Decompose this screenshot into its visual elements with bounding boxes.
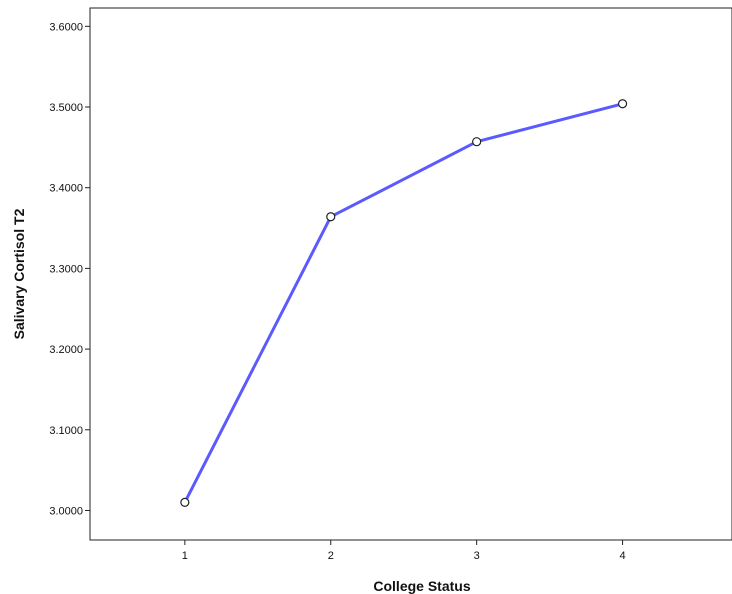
plot-frame [89, 7, 732, 541]
x-tick-label: 4 [620, 550, 626, 562]
x-axis: 1 2 3 4 [182, 540, 626, 562]
y-tick-label: 3.5000 [49, 102, 83, 114]
data-point [326, 212, 336, 222]
x-tick-label: 2 [328, 550, 334, 562]
y-tick-label: 3.0000 [49, 505, 83, 517]
y-tick-label: 3.4000 [49, 183, 83, 195]
y-tick-label: 3.1000 [49, 425, 83, 437]
x-tick-label: 3 [474, 550, 480, 562]
series-layer [180, 99, 628, 507]
y-tick-label: 3.6000 [49, 21, 83, 33]
data-point [617, 99, 628, 109]
data-point [180, 497, 190, 507]
series-line [183, 102, 623, 504]
data-point [472, 137, 482, 147]
y-axis: 3.0000 3.1000 3.2000 3.3000 3.4000 3.5000 3.60… [49, 21, 90, 517]
y-axis-title: Salivary Cortisol T2 [11, 208, 27, 339]
x-axis-title: College Status [373, 578, 470, 594]
x-tick-label: 1 [182, 550, 188, 562]
y-tick-label: 3.2000 [49, 344, 83, 356]
y-tick-label: 3.3000 [49, 263, 83, 275]
